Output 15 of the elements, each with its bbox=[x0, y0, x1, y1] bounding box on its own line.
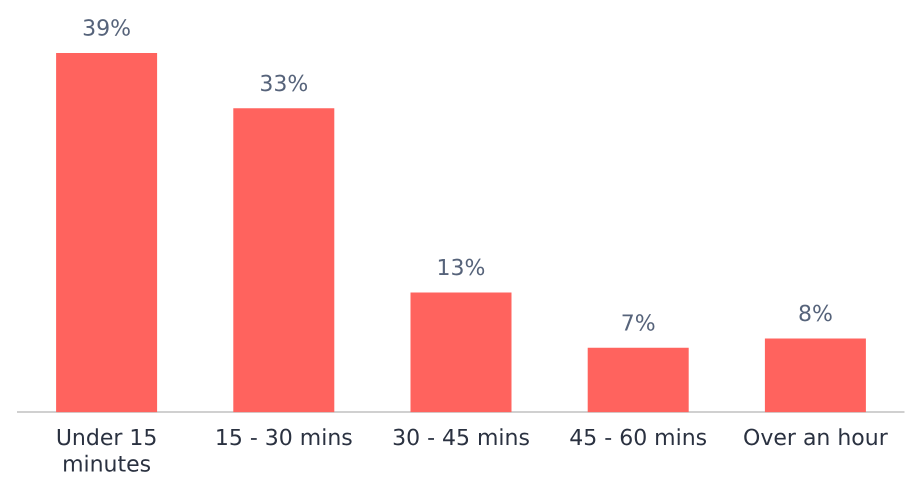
x-tick-label: Over an hour bbox=[743, 426, 889, 452]
x-tick-label: 15 - 30 mins bbox=[214, 426, 353, 452]
data-label: 8% bbox=[798, 302, 833, 328]
bar bbox=[56, 53, 158, 412]
data-label: 13% bbox=[436, 256, 486, 282]
bar bbox=[233, 108, 334, 412]
data-label: 33% bbox=[259, 72, 308, 97]
bar bbox=[410, 292, 512, 412]
x-tick-label: 30 - 45 mins bbox=[392, 426, 530, 452]
bar bbox=[764, 338, 866, 412]
data-label: 7% bbox=[620, 311, 656, 336]
bar bbox=[588, 348, 689, 412]
x-tick-label: 45 - 60 mins bbox=[569, 426, 708, 452]
data-label: 39% bbox=[82, 16, 132, 42]
x-tick-label: Under 15 minutes bbox=[56, 426, 158, 478]
